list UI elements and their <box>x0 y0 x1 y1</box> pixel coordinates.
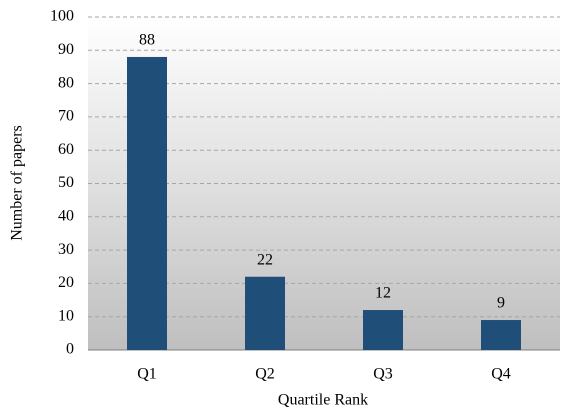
x-tick-label: Q4 <box>491 366 511 383</box>
y-tick-label: 70 <box>58 108 74 125</box>
y-tick-label: 30 <box>58 241 74 258</box>
data-label: 12 <box>375 285 391 302</box>
x-tick-label: Q3 <box>373 366 393 383</box>
x-tick-label: Q1 <box>137 366 157 383</box>
y-tick-label: 10 <box>58 307 74 324</box>
x-axis-title: Quartile Rank <box>278 392 368 409</box>
bar <box>363 310 403 350</box>
data-label: 88 <box>139 32 155 49</box>
bar <box>127 56 167 351</box>
y-tick-label: 90 <box>58 41 74 58</box>
y-tick-label: 60 <box>58 141 74 158</box>
y-tick-label: 40 <box>58 207 74 224</box>
data-label: 22 <box>257 251 273 268</box>
y-tick-label: 50 <box>58 174 74 191</box>
y-tick-label: 20 <box>58 274 74 291</box>
data-label: 9 <box>497 295 505 312</box>
bar <box>245 276 285 350</box>
y-tick-label: 80 <box>58 74 74 91</box>
bar <box>481 320 521 350</box>
y-tick-label: 100 <box>50 8 74 25</box>
y-tick-label: 0 <box>66 341 74 358</box>
x-tick-label: Q2 <box>255 366 275 383</box>
y-axis-title: Number of papers <box>9 125 26 241</box>
